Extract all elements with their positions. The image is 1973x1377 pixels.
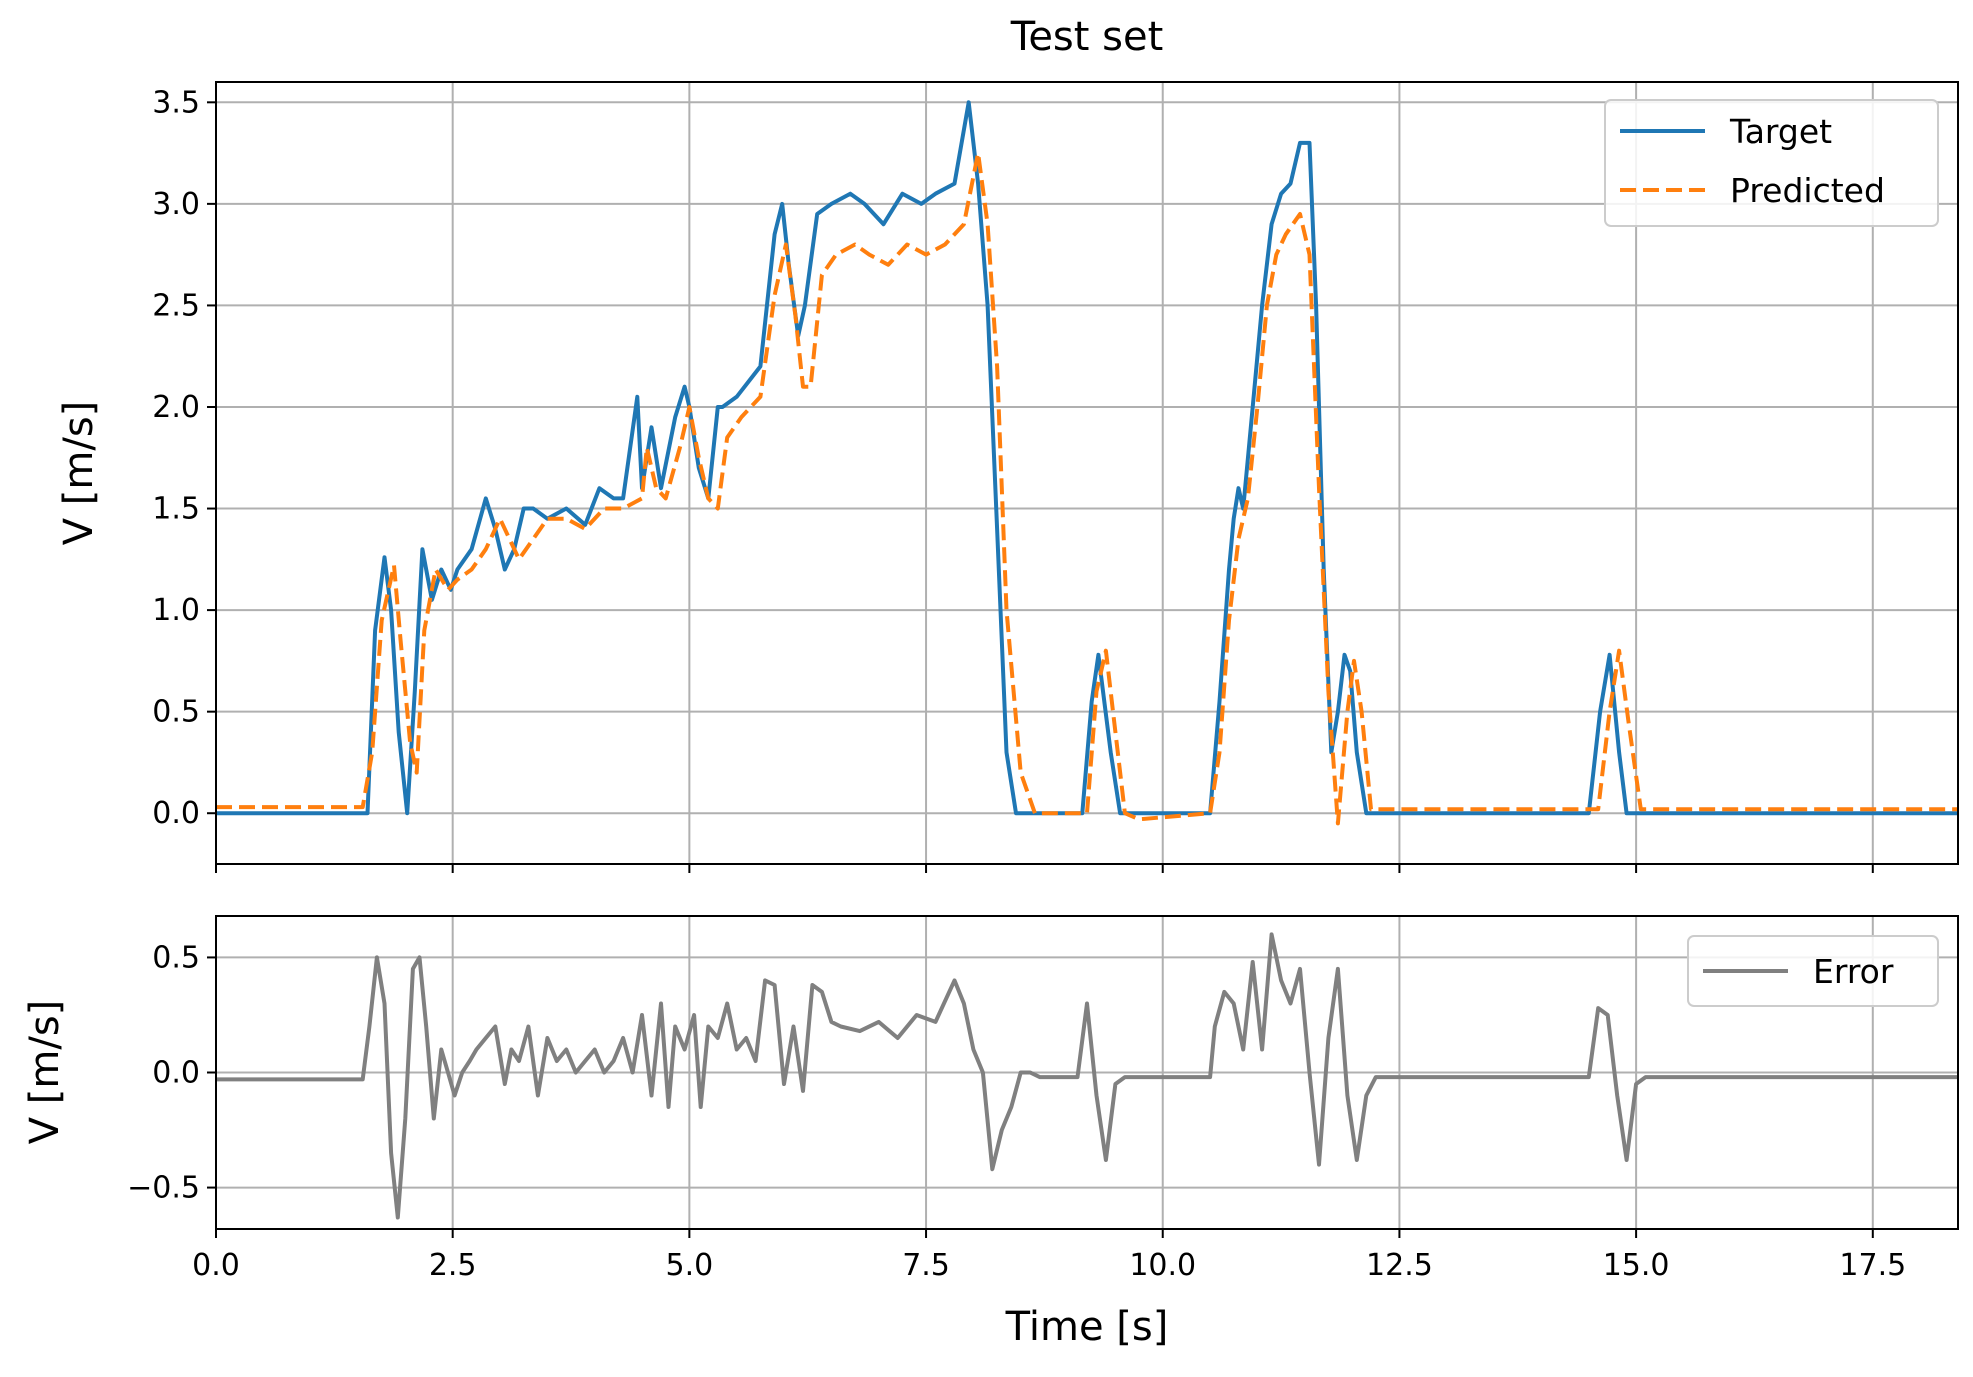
legend-target-label: Target	[1729, 112, 1832, 151]
y-tick-label: 2.0	[152, 390, 200, 425]
bottom-legend-box	[1687, 935, 1939, 1007]
x-tick-label: 7.5	[902, 1248, 950, 1283]
y-tick-label: 1.0	[152, 593, 200, 628]
top-series-group	[216, 100, 1958, 826]
x-tick-label: 10.0	[1129, 1248, 1196, 1283]
bottom-panel: 0.50.0−0.5 0.0 2.5 5.0 7.5 10.0 12.5 15.0 17.5 …	[22, 915, 1959, 1350]
top-y-ticks: 0.0 0.5 1.0 1.5 2.0 2.5 3.0 3.5	[152, 85, 216, 831]
y-tick-label: −0.5	[127, 1171, 200, 1206]
y-tick-label: 3.0	[152, 187, 200, 222]
x-tick-label: 15.0	[1603, 1248, 1670, 1283]
top-axes-frame	[215, 81, 1959, 865]
series-line-predicted	[216, 151, 1958, 826]
x-tick-label: 17.5	[1839, 1248, 1906, 1283]
legend-predicted-label: Predicted	[1730, 171, 1885, 210]
bottom-series-group	[216, 932, 1958, 1220]
chart-title: Test set	[1010, 14, 1164, 60]
bottom-y-axis-title: V [m/s]	[22, 1000, 68, 1145]
x-tick-label: 5.0	[666, 1248, 714, 1283]
legend-error-label: Error	[1813, 952, 1894, 991]
top-x-ticks	[215, 864, 1874, 873]
x-tick-label: 2.5	[429, 1248, 477, 1283]
y-tick-label: 0.0	[152, 796, 200, 831]
x-tick-label: 12.5	[1366, 1248, 1433, 1283]
top-gridlines	[215, 82, 1958, 864]
y-tick-label: 3.5	[152, 85, 200, 120]
top-panel: 0.0 0.5 1.0 1.5 2.0 2.5 3.0 3.5 V [m/s] Target …	[56, 81, 1959, 873]
y-tick-label: 1.5	[152, 492, 200, 527]
y-tick-label: 0.5	[152, 695, 200, 730]
x-axis-title: Time [s]	[1005, 1304, 1169, 1350]
bottom-x-ticks: 0.0 2.5 5.0 7.5 10.0 12.5 15.0 17.5	[192, 1229, 1906, 1283]
y-tick-label: 0.5	[152, 940, 200, 975]
top-legend: Target Predicted	[1604, 99, 1939, 227]
bottom-legend: Error	[1687, 935, 1939, 1007]
x-tick-label: 0.0	[192, 1248, 240, 1283]
top-y-axis-title: V [m/s]	[56, 401, 102, 546]
y-tick-label: 2.5	[152, 288, 200, 323]
y-tick-label: 0.0	[152, 1056, 200, 1091]
bottom-y-ticks: 0.5 0.0 −0.5	[127, 940, 216, 1206]
series-line-error	[216, 932, 1958, 1220]
